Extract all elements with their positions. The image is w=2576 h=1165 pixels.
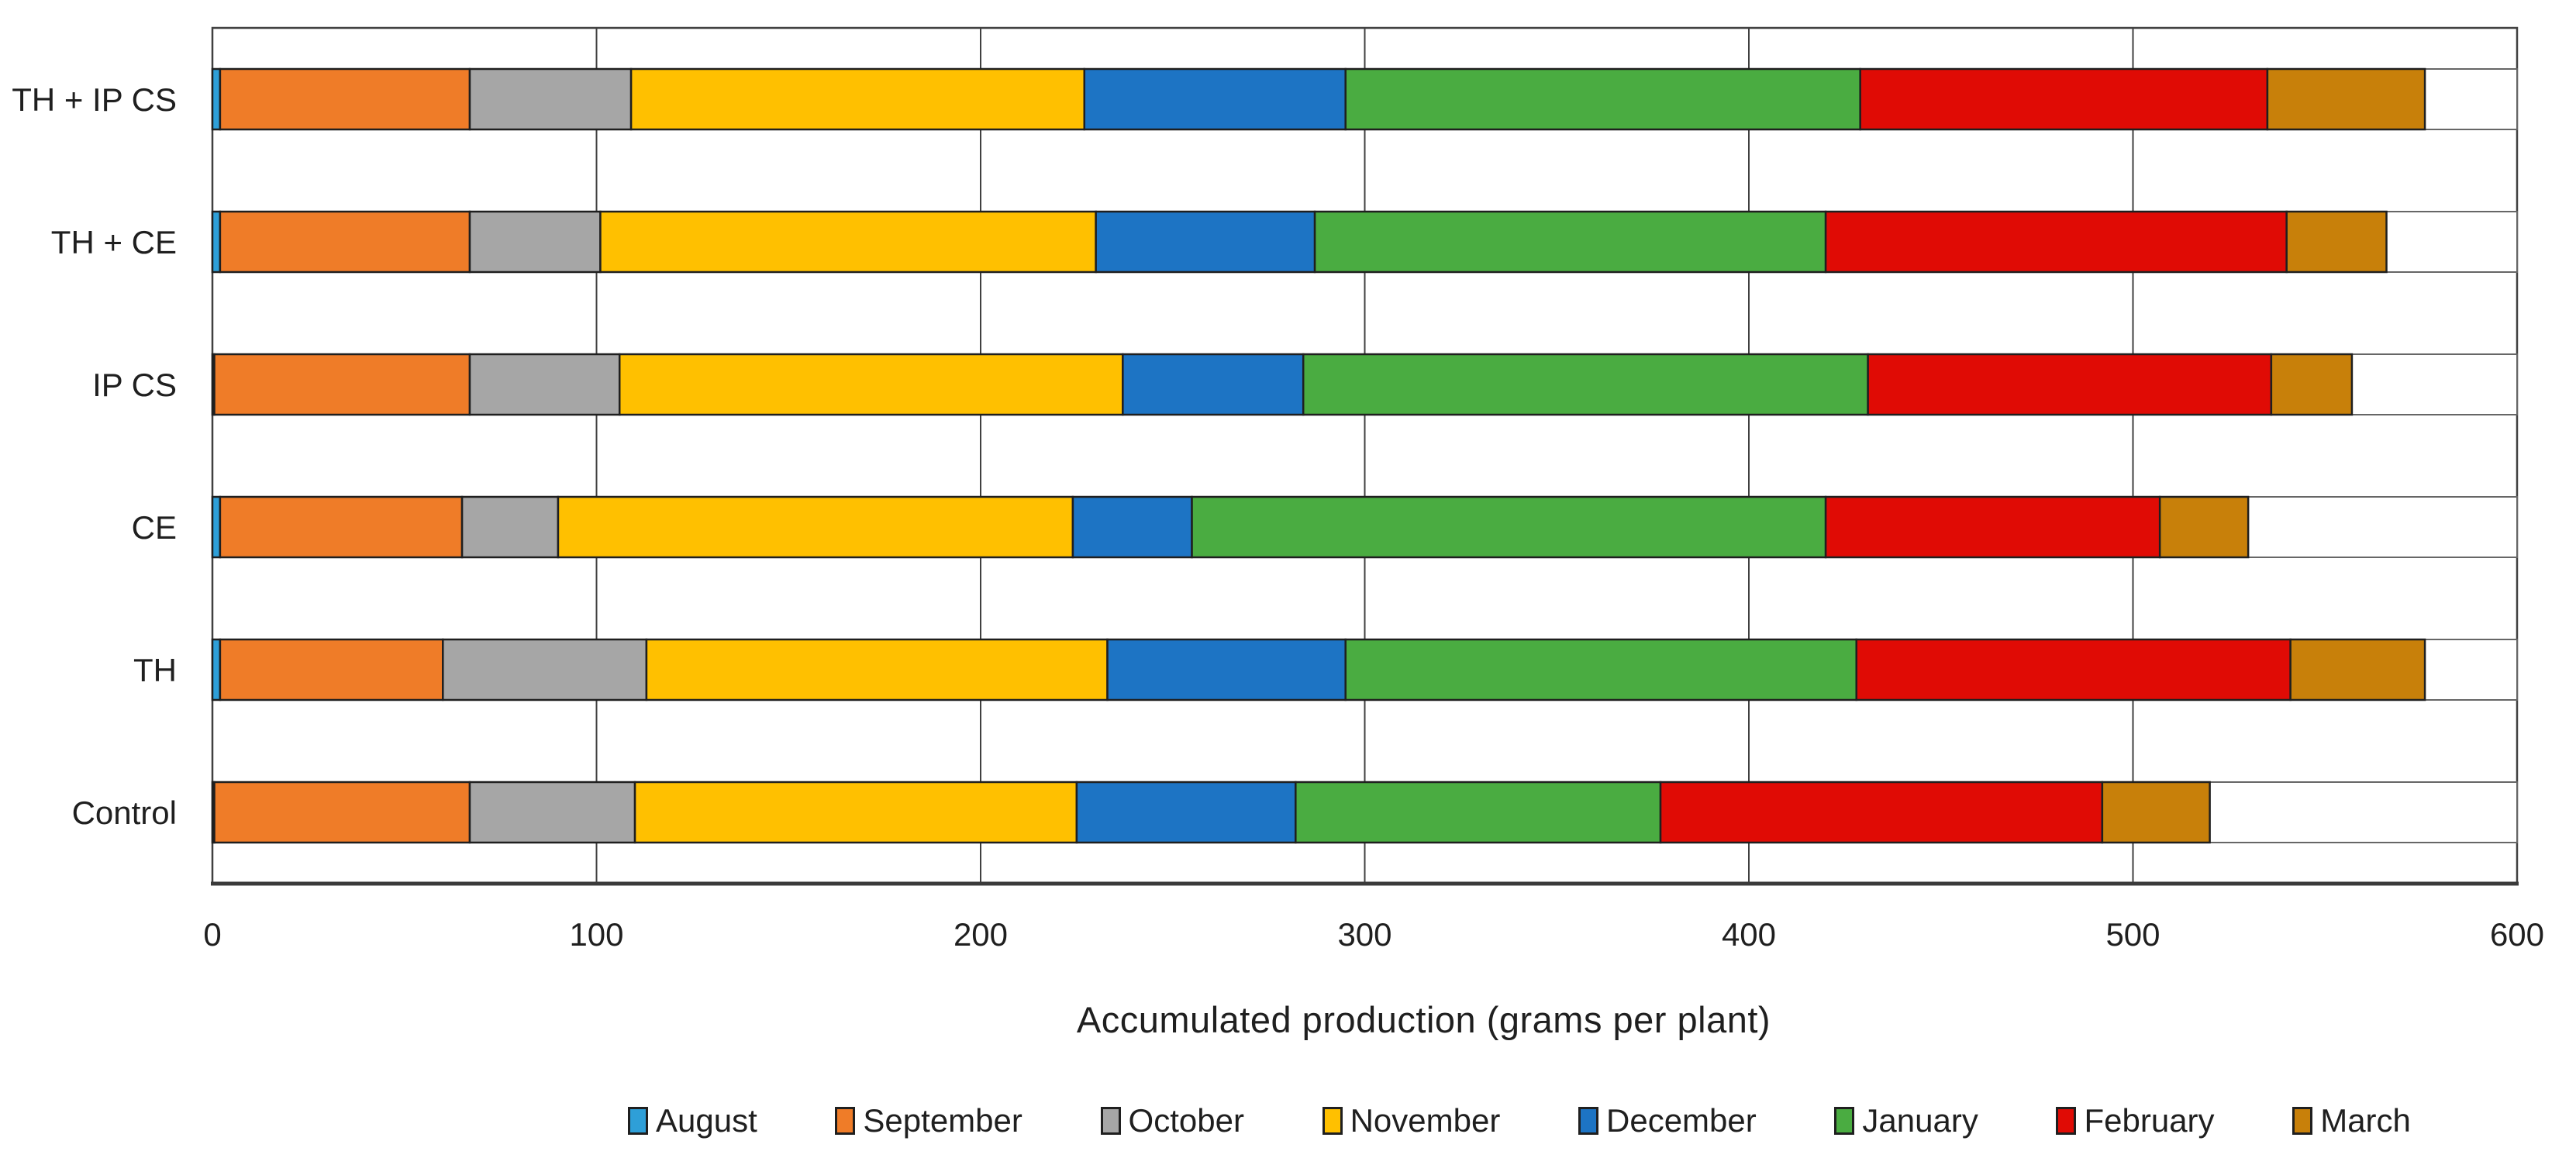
segment-march-th — [2289, 638, 2426, 701]
legend-label-october: October — [1128, 1102, 1244, 1139]
legend-item-november: November — [1322, 1102, 1501, 1139]
segment-september-th-ce — [219, 210, 471, 274]
x-axis-title: Accumulated production (grams per plant) — [1076, 999, 1771, 1040]
segment-march-control — [2101, 781, 2211, 844]
x-tick-label-200: 200 — [953, 916, 1008, 953]
segment-december-th-ip-cs — [1083, 67, 1347, 131]
segment-march-th-ce — [2285, 210, 2388, 274]
segment-january-ce — [1191, 495, 1827, 559]
segment-october-control — [468, 781, 636, 844]
segment-december-ip-cs — [1122, 353, 1305, 416]
segment-december-ce — [1071, 495, 1193, 559]
legend-label-september: September — [863, 1102, 1022, 1139]
segment-november-th-ip-cs — [629, 67, 1086, 131]
segment-february-control — [1659, 781, 2104, 844]
legend-swatch-january — [1834, 1107, 1855, 1135]
segment-november-control — [633, 781, 1078, 844]
segment-september-th-ip-cs — [219, 67, 471, 131]
segment-january-th — [1344, 638, 1857, 701]
x-tick-label-600: 600 — [2490, 916, 2544, 953]
segment-january-control — [1295, 781, 1662, 844]
x-tick-label-400: 400 — [1722, 916, 1776, 953]
legend-item-october: October — [1100, 1102, 1244, 1139]
legend-item-august: August — [628, 1102, 757, 1139]
segment-march-ip-cs — [2270, 353, 2354, 416]
legend-label-march: March — [2320, 1102, 2411, 1139]
legend-label-november: November — [1350, 1102, 1501, 1139]
legend: August September October November December Ja… — [628, 1102, 2411, 1139]
segment-december-control — [1075, 781, 1297, 844]
segment-october-th-ce — [468, 210, 602, 274]
segment-december-th — [1106, 638, 1347, 701]
category-label-th: TH — [133, 652, 177, 688]
category-label-th-ip-cs: TH + IP CS — [12, 81, 177, 118]
legend-swatch-march — [2292, 1107, 2313, 1135]
segment-august-th — [211, 638, 222, 701]
segment-october-ip-cs — [468, 353, 621, 416]
legend-item-march: March — [2292, 1102, 2411, 1139]
legend-item-september: September — [835, 1102, 1022, 1139]
legend-item-january: January — [1834, 1102, 1978, 1139]
segment-november-th-ce — [599, 210, 1097, 274]
segment-february-th — [1855, 638, 2292, 701]
legend-label-january: January — [1862, 1102, 1978, 1139]
legend-item-february: February — [2056, 1102, 2215, 1139]
segment-august-th-ce — [211, 210, 222, 274]
legend-swatch-february — [2056, 1107, 2077, 1135]
segment-august-ce — [211, 495, 222, 559]
segment-november-ip-cs — [618, 353, 1124, 416]
x-tick-label-500: 500 — [2105, 916, 2160, 953]
legend-swatch-august — [628, 1107, 648, 1135]
segment-september-ip-cs — [213, 353, 471, 416]
legend-swatch-november — [1322, 1107, 1343, 1135]
segment-august-th-ip-cs — [211, 67, 222, 131]
segment-september-control — [213, 781, 471, 844]
x-tick-label-0: 0 — [203, 916, 221, 953]
segment-february-ce — [1824, 495, 2161, 559]
segment-october-th — [442, 638, 648, 701]
category-label-ce: CE — [132, 509, 177, 546]
segment-november-th — [645, 638, 1109, 701]
segment-december-th-ce — [1095, 210, 1316, 274]
segment-october-ce — [460, 495, 560, 559]
x-tick-label-300: 300 — [1337, 916, 1391, 953]
segment-january-ip-cs — [1302, 353, 1869, 416]
segment-september-ce — [219, 495, 464, 559]
legend-label-february: February — [2084, 1102, 2215, 1139]
legend-label-august: August — [656, 1102, 757, 1139]
legend-swatch-october — [1100, 1107, 1121, 1135]
x-tick-label-100: 100 — [569, 916, 623, 953]
category-label-control: Control — [72, 794, 177, 831]
legend-label-december: December — [1606, 1102, 1757, 1139]
segment-february-th-ce — [1824, 210, 2288, 274]
legend-swatch-september — [835, 1107, 856, 1135]
segment-february-th-ip-cs — [1859, 67, 2269, 131]
segment-january-th-ce — [1313, 210, 1827, 274]
legend-item-december: December — [1578, 1102, 1757, 1139]
legend-swatch-december — [1578, 1107, 1598, 1135]
segment-january-th-ip-cs — [1344, 67, 1861, 131]
segment-march-th-ip-cs — [2266, 67, 2426, 131]
category-label-ip-cs: IP CS — [92, 367, 177, 403]
segment-september-th — [219, 638, 444, 701]
segment-february-ip-cs — [1867, 353, 2273, 416]
segment-october-th-ip-cs — [468, 67, 633, 131]
segment-november-ce — [557, 495, 1074, 559]
category-label-th-ce: TH + CE — [51, 224, 177, 260]
segment-march-ce — [2158, 495, 2250, 559]
